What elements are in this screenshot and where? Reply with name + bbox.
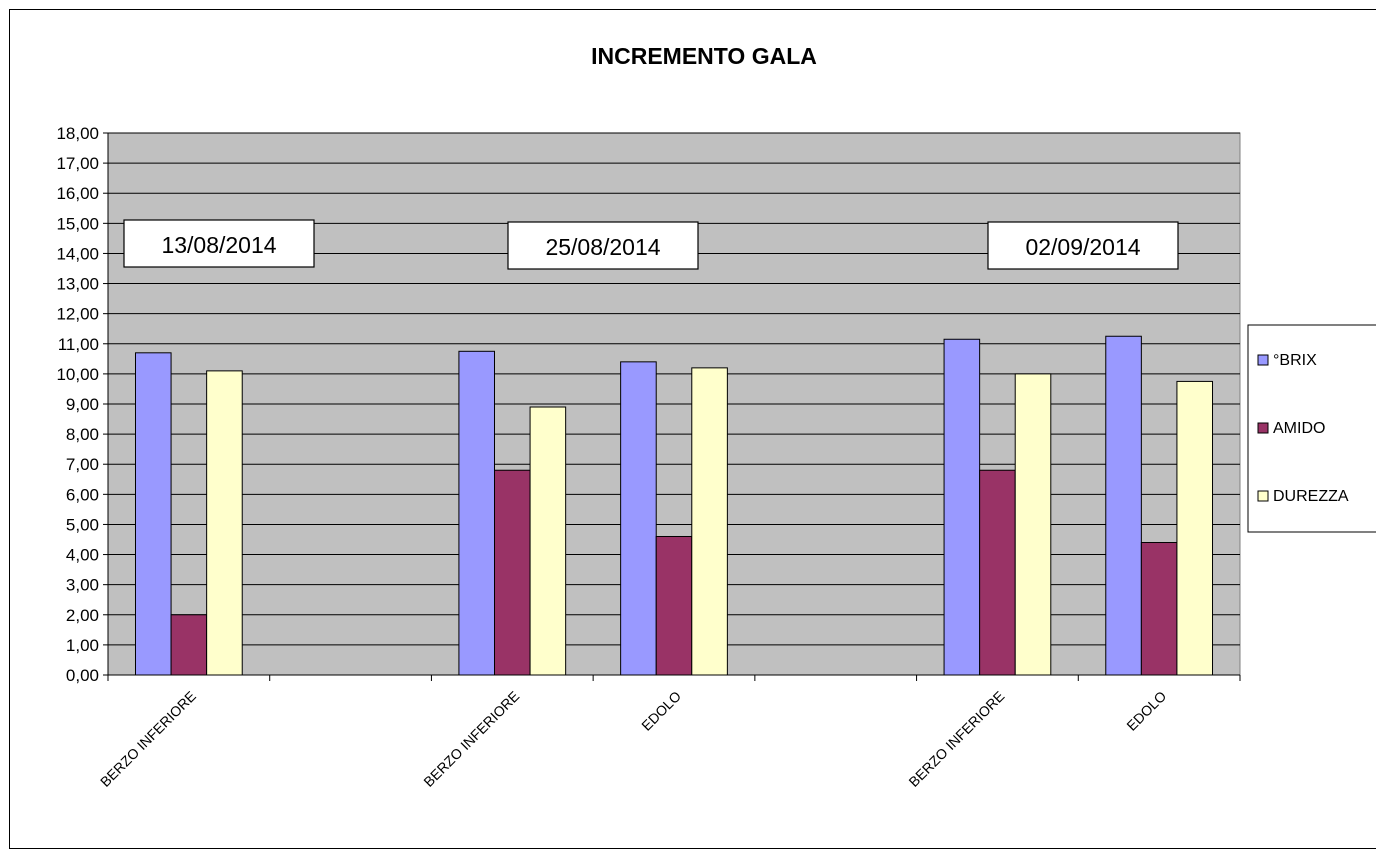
date-annotation-box: [987, 221, 1179, 270]
y-tick-label: 0,00: [66, 666, 99, 685]
bar-0-5: [943, 338, 981, 676]
y-tick-label: 2,00: [66, 606, 99, 625]
y-tick-label: 18,00: [56, 124, 99, 143]
y-tick-label: 7,00: [66, 455, 99, 474]
bar-1-5: [979, 469, 1016, 676]
legend-swatch: [1257, 354, 1269, 366]
y-tick-label: 10,00: [56, 365, 99, 384]
y-tick-label: 13,00: [56, 275, 99, 294]
y-tick-label: 16,00: [56, 184, 99, 203]
date-annotation-label: 02/09/2014: [1025, 234, 1140, 260]
x-category-label: BERZO INFERIORE: [97, 688, 199, 790]
legend-swatch: [1257, 490, 1269, 502]
bar-2-3: [691, 367, 728, 676]
y-tick-label: 11,00: [58, 335, 99, 354]
x-category-label: EDOLO: [1123, 688, 1169, 734]
date-annotation-box: [123, 219, 315, 268]
bar-0-6: [1105, 335, 1142, 676]
y-tick-label: 15,00: [56, 214, 99, 233]
bar-1-2: [493, 469, 531, 676]
bar-0-2: [458, 350, 495, 676]
bar-2-5: [1014, 373, 1052, 676]
legend-label: DUREZZA: [1273, 488, 1349, 505]
y-tick-label: 5,00: [66, 515, 99, 534]
bar-2-6: [1176, 380, 1214, 676]
y-tick-label: 17,00: [56, 154, 99, 173]
legend: °BRIX AMIDO DUREZZA: [1247, 324, 1376, 533]
bar-2-2: [529, 406, 567, 676]
bar-1-3: [655, 535, 693, 676]
y-tick-label: 6,00: [66, 485, 99, 504]
plot-area: 0,00 1,00 2,00 3,00 4,00 5,00 6,00 7,00 8,00 9,00…: [56, 124, 1241, 790]
y-tick-label: 4,00: [66, 546, 99, 565]
bar-0-3: [620, 361, 657, 676]
y-tick-label: 1,00: [66, 636, 99, 655]
legend-swatch: [1257, 422, 1269, 434]
date-annotation-box: [507, 221, 699, 270]
bar-2-0: [206, 370, 243, 676]
legend-box: [1247, 324, 1376, 533]
legend-label: AMIDO: [1273, 420, 1325, 437]
x-category-label: EDOLO: [638, 688, 684, 734]
legend-label: °BRIX: [1273, 352, 1317, 369]
y-tick-label: 8,00: [66, 425, 99, 444]
x-category-label: BERZO INFERIORE: [420, 688, 522, 790]
y-tick-label: 9,00: [66, 395, 99, 414]
date-annotation-label: 25/08/2014: [545, 234, 660, 260]
x-category-label: BERZO INFERIORE: [905, 688, 1007, 790]
y-tick-label: 3,00: [66, 576, 99, 595]
y-tick-label: 14,00: [56, 244, 99, 263]
y-tick-label: 12,00: [56, 305, 99, 324]
bar-0-0: [134, 352, 172, 676]
bar-1-0: [170, 614, 208, 676]
chart-title: INCREMENTO GALA: [591, 43, 817, 69]
date-annotation-label: 13/08/2014: [161, 232, 276, 258]
bar-1-6: [1140, 542, 1178, 676]
